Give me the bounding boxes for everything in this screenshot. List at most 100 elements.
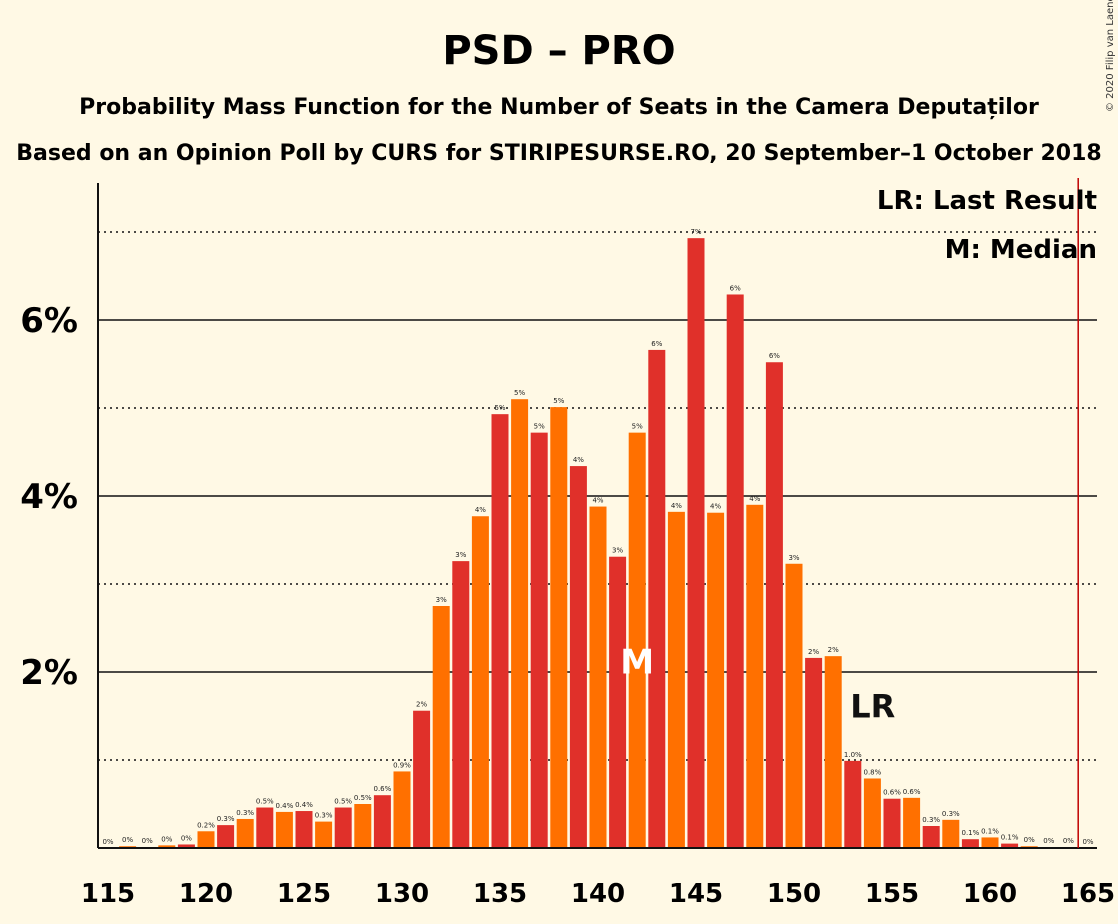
- bar-label-119: 0%: [181, 834, 192, 842]
- bar-label-159: 0.1%: [962, 829, 980, 837]
- bar-label-163: 0%: [1043, 837, 1054, 845]
- y-tick-label: 6%: [20, 301, 78, 341]
- legend-last-result: LR: Last Result: [877, 186, 1097, 216]
- bar-labels-group: 0% 0% 0% 0%0.2%0.3%0.3%0.5%0.4% 0.4%0.3%0.5%…: [102, 228, 1093, 846]
- bar-seat-121: [217, 825, 235, 848]
- bar-label-137: 5%: [534, 423, 545, 431]
- bar-label-129: 0.6%: [374, 785, 392, 793]
- bar-label-155: 0.6%: [883, 789, 901, 797]
- bar-seat-130: [393, 771, 411, 848]
- legend-median: M: Median: [945, 235, 1097, 265]
- bar-label-156: 0.6%: [903, 788, 921, 796]
- bar-label-145: 7%: [690, 228, 701, 236]
- chart-title: PSD – PRO: [442, 28, 675, 74]
- bar-label-151: 2%: [808, 648, 819, 656]
- bar-seat-119: [177, 844, 195, 848]
- bar-label-133: 3%: [455, 551, 466, 559]
- x-tick-label: 135: [473, 879, 527, 909]
- x-tick-label: 160: [963, 879, 1017, 909]
- bar-seat-138: [550, 407, 568, 848]
- bar-seat-135: [491, 414, 509, 848]
- bar-label-125: 0.4%: [295, 801, 313, 809]
- bar-label-134: 4%: [475, 506, 486, 514]
- bar-label-117: 0%: [142, 837, 153, 845]
- chart-subtitle: Probability Mass Function for the Number…: [79, 95, 1039, 120]
- bar-seat-155: [883, 798, 901, 848]
- bar-label-126: 0.3%: [315, 812, 333, 820]
- bar-seat-136: [511, 399, 529, 848]
- bar-label-123: 0.5%: [256, 798, 274, 806]
- x-tick-label: 140: [571, 879, 625, 909]
- bar-seat-152: [824, 656, 842, 848]
- markers-group: M LR: [620, 178, 1079, 848]
- bar-label-139: 4%: [573, 456, 584, 464]
- bar-seat-124: [275, 811, 293, 848]
- bar-seat-127: [334, 807, 352, 848]
- x-tick-label: 125: [277, 879, 331, 909]
- chart-subtitle-poll: Based on an Opinion Poll by CURS for STI…: [16, 141, 1101, 166]
- bar-seat-140: [589, 506, 607, 848]
- bar-label-140: 4%: [592, 497, 603, 505]
- copyright-text: © 2020 Filip van Laenen: [1105, 0, 1116, 112]
- bar-seat-137: [530, 432, 548, 848]
- bar-label-160: 0.1%: [981, 827, 999, 835]
- bar-seat-133: [452, 561, 470, 848]
- bar-label-132: 3%: [436, 596, 447, 604]
- x-tick-label: 115: [81, 879, 135, 909]
- bar-seat-120: [197, 831, 215, 848]
- bar-seat-128: [354, 804, 372, 848]
- bar-label-130: 0.9%: [393, 761, 411, 769]
- bar-seat-129: [373, 795, 391, 848]
- bar-seat-150: [785, 563, 803, 848]
- bar-label-136: 5%: [514, 389, 525, 397]
- bar-seat-143: [648, 349, 666, 848]
- bar-label-147: 6%: [730, 284, 741, 292]
- bar-seat-154: [863, 778, 881, 848]
- bar-seat-146: [707, 512, 725, 848]
- bar-seat-157: [922, 826, 940, 848]
- bar-seat-145: [687, 238, 705, 848]
- bar-label-128: 0.5%: [354, 794, 372, 802]
- bars-group: [119, 238, 1077, 849]
- bar-seat-131: [413, 710, 431, 848]
- axes-group: 2% 4% 6% 115 120 125 130 135 140 145 150 155 160 165: [20, 183, 1115, 909]
- bar-label-141: 3%: [612, 547, 623, 555]
- bar-seat-141: [609, 556, 627, 848]
- bar-label-149: 6%: [769, 352, 780, 360]
- bar-seat-132: [432, 606, 450, 848]
- bar-seat-147: [726, 294, 744, 849]
- bar-label-135: 5%: [494, 404, 505, 412]
- bar-seat-123: [256, 807, 274, 848]
- bar-label-157: 0.3%: [922, 816, 940, 824]
- bar-seat-158: [942, 819, 960, 848]
- bar-seat-139: [569, 466, 587, 848]
- bar-seat-149: [765, 362, 783, 848]
- bar-label-154: 0.8%: [864, 768, 882, 776]
- x-tick-label: 165: [1061, 879, 1115, 909]
- bar-seat-160: [981, 837, 999, 848]
- x-tick-label: 120: [179, 879, 233, 909]
- bar-label-152: 2%: [828, 646, 839, 654]
- bar-seat-126: [315, 821, 333, 848]
- bar-seat-151: [805, 657, 823, 848]
- x-tick-label: 150: [767, 879, 821, 909]
- bar-seat-125: [295, 811, 313, 848]
- last-result-marker: LR: [850, 687, 895, 725]
- bar-label-150: 3%: [788, 554, 799, 562]
- bar-label-118: 0%: [161, 835, 172, 843]
- bar-seat-134: [471, 516, 489, 848]
- x-tick-label: 155: [865, 879, 919, 909]
- bar-label-144: 4%: [671, 502, 682, 510]
- bar-label-148: 4%: [749, 495, 760, 503]
- median-marker: M: [620, 642, 654, 682]
- bar-label-164: 0%: [1063, 837, 1074, 845]
- bar-label-153: 1.0%: [844, 751, 862, 759]
- bar-seat-118: [158, 845, 176, 848]
- bar-seat-153: [844, 760, 862, 848]
- bar-seat-122: [236, 818, 254, 848]
- bar-label-138: 5%: [553, 397, 564, 405]
- bar-label-131: 2%: [416, 701, 427, 709]
- bar-label-124: 0.4%: [276, 802, 294, 810]
- bar-label-120: 0.2%: [197, 821, 215, 829]
